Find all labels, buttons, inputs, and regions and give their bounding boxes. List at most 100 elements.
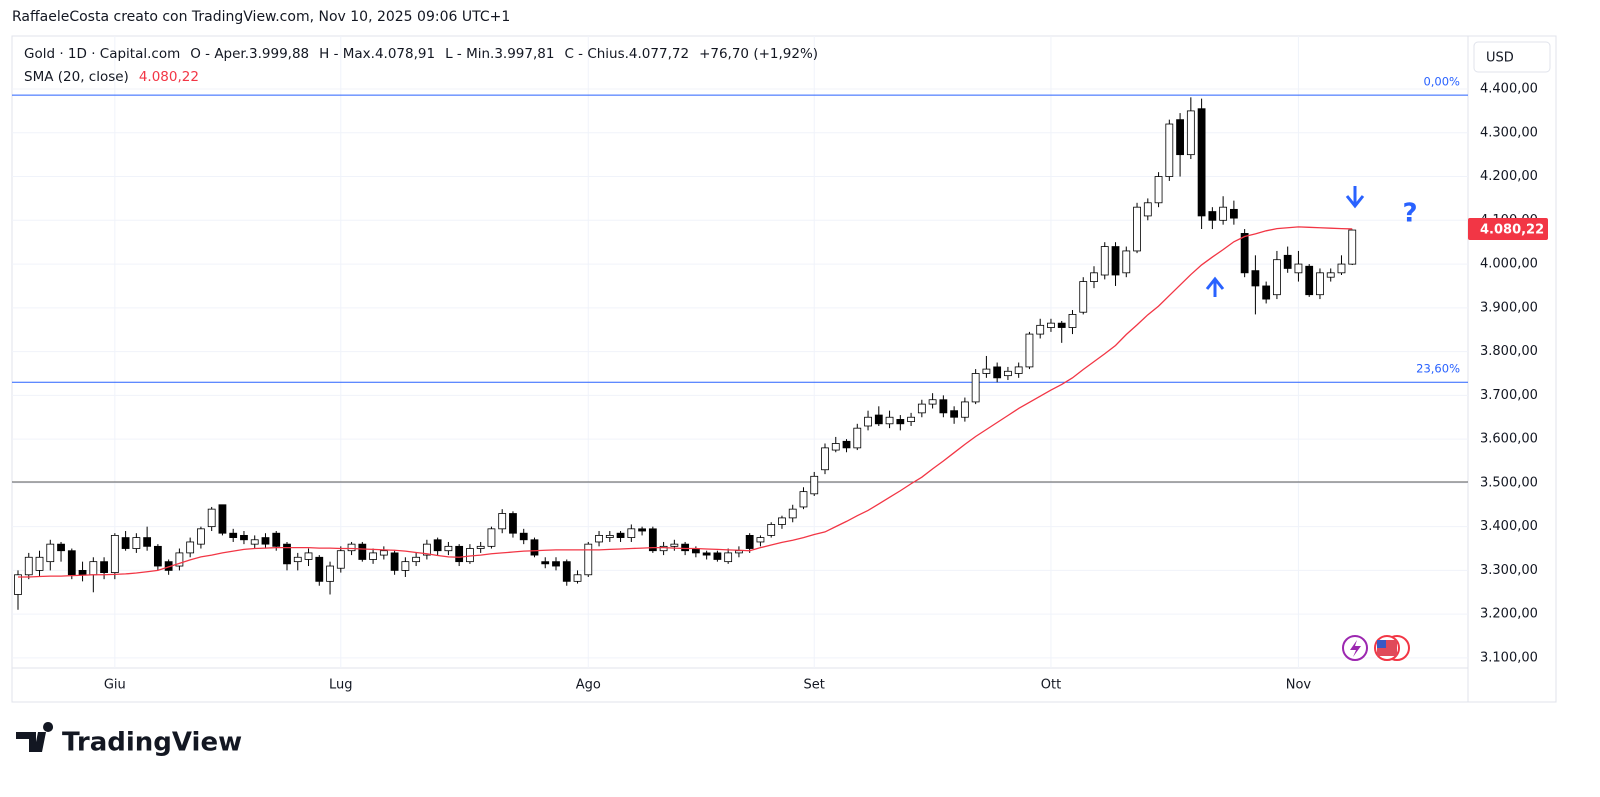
candle-body xyxy=(240,534,248,541)
candle-body xyxy=(1273,259,1281,296)
candle-body xyxy=(917,403,926,414)
y-tick-label: 3.500,00 xyxy=(1480,475,1538,490)
candle-body xyxy=(326,565,334,582)
candle-body xyxy=(541,561,550,565)
candle-body xyxy=(907,416,915,423)
candle-body xyxy=(1186,110,1195,156)
candle-body xyxy=(89,561,98,576)
candle-body xyxy=(1025,333,1034,368)
candle-body xyxy=(874,414,883,425)
candle-body xyxy=(950,410,959,418)
ohlc-value: L - Min.3.997,81 xyxy=(445,46,555,62)
candle-body xyxy=(35,556,44,571)
candle-body xyxy=(842,440,851,449)
candle-body xyxy=(1079,281,1088,313)
candle-body xyxy=(993,366,1002,379)
candle-body xyxy=(885,416,894,425)
y-tick-label: 3.200,00 xyxy=(1480,607,1538,622)
candle-body xyxy=(1305,265,1314,296)
candle-body xyxy=(971,373,980,403)
candle-body xyxy=(78,570,87,576)
candle-body xyxy=(218,504,227,534)
candle-body xyxy=(336,550,345,569)
logo-icon xyxy=(16,722,54,752)
candle-body xyxy=(713,552,722,560)
legend: SMA (20, close) 4.080,22 xyxy=(24,69,199,85)
candle-body xyxy=(186,541,195,554)
candle-body xyxy=(767,524,776,536)
candle-body xyxy=(444,545,453,552)
candle-body xyxy=(928,399,937,405)
candle-body xyxy=(519,532,528,541)
candle-body xyxy=(455,545,464,563)
price-label: 4.080,22 xyxy=(1480,222,1544,237)
candle-body xyxy=(272,532,281,547)
candle-body xyxy=(982,368,991,374)
candle-body xyxy=(627,528,636,538)
candle-body xyxy=(293,556,302,563)
chart-frame xyxy=(11,35,1557,703)
candle-body xyxy=(1004,370,1012,377)
candle-body xyxy=(14,574,22,595)
candle-body xyxy=(358,543,367,560)
y-tick-label: 3.600,00 xyxy=(1480,432,1538,447)
candle-body xyxy=(831,443,840,451)
candle-body xyxy=(433,539,442,552)
y-tick-label: 4.300,00 xyxy=(1480,125,1538,140)
candle-body xyxy=(756,537,765,543)
candle-body xyxy=(1014,366,1023,374)
candle-body xyxy=(509,513,517,534)
candle-body xyxy=(1133,206,1141,252)
candle-body xyxy=(659,545,668,552)
candle-body xyxy=(57,543,65,552)
candle-body xyxy=(562,561,571,582)
x-tick-label: Lug xyxy=(329,678,353,693)
candle-body xyxy=(197,528,205,545)
candle-body xyxy=(283,543,291,565)
annotation: ? xyxy=(1402,199,1417,229)
candle-body xyxy=(315,556,324,582)
candle-body xyxy=(1337,263,1346,274)
candle-body xyxy=(1348,229,1357,265)
candle-body xyxy=(1047,322,1055,328)
x-tick-label: Nov xyxy=(1286,678,1312,693)
y-tick-label: 3.800,00 xyxy=(1480,344,1538,359)
candle-body xyxy=(121,537,130,549)
sma-line xyxy=(18,226,1353,578)
candle-body xyxy=(1068,313,1077,328)
candle-body xyxy=(821,447,829,471)
candle-body xyxy=(487,528,496,547)
candle-body xyxy=(422,543,431,556)
candle-body xyxy=(735,550,743,554)
candle-body xyxy=(745,534,754,549)
candle-body xyxy=(1208,211,1217,221)
candle-body xyxy=(681,543,690,552)
x-tick-label: Ott xyxy=(1041,678,1061,693)
x-tick-label: Set xyxy=(804,678,825,693)
candle-body xyxy=(46,543,55,563)
candle-body xyxy=(304,552,313,560)
candle-body xyxy=(1090,272,1098,282)
candle-body xyxy=(810,475,819,495)
currency-box[interactable] xyxy=(1473,41,1551,73)
legend-title: Gold · 1D · Capital.com xyxy=(24,46,181,62)
candle-body xyxy=(153,545,162,567)
candle-body xyxy=(1219,206,1228,221)
candle-body xyxy=(724,552,733,563)
candle-body xyxy=(670,543,679,547)
candle-body xyxy=(379,550,388,556)
candle-body xyxy=(552,561,560,567)
candle-body xyxy=(390,552,399,571)
ohlc-value: C - Chius.4.077,72 xyxy=(564,46,690,62)
candle-body xyxy=(401,561,410,571)
fib-label: 0,00% xyxy=(1423,75,1460,89)
candle-body xyxy=(1111,246,1120,276)
y-tick-label: 3.900,00 xyxy=(1480,300,1538,315)
candle-body xyxy=(1036,324,1045,335)
y-tick-label: 4.200,00 xyxy=(1480,169,1538,184)
candle-body xyxy=(143,537,152,547)
sma-name: SMA (20, close) xyxy=(24,69,129,85)
x-tick-label: Ago xyxy=(576,678,601,693)
candle-body xyxy=(648,528,657,552)
y-tick-label: 3.700,00 xyxy=(1480,388,1538,403)
